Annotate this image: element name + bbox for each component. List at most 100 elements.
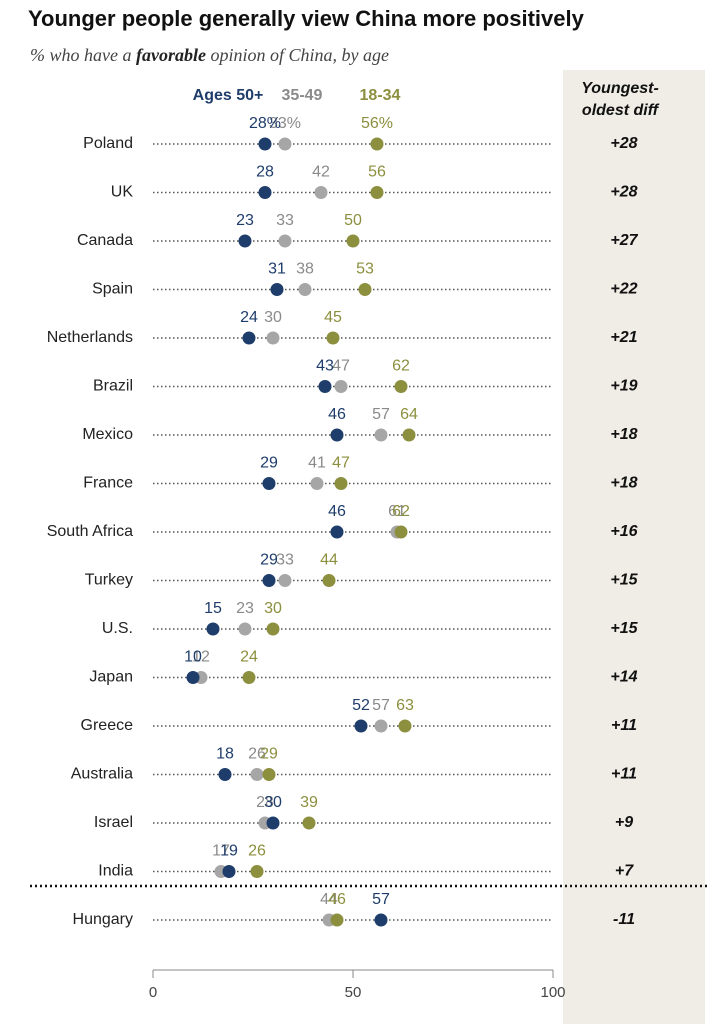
value-label: 45 [324, 309, 342, 326]
dot [218, 768, 232, 781]
value-label: 29 [260, 552, 278, 569]
value-label: 44 [320, 891, 338, 908]
value-label: 17 [212, 843, 230, 860]
diff-value: +15 [610, 572, 638, 589]
dot [278, 574, 292, 587]
dot [222, 865, 236, 878]
dot [322, 574, 336, 587]
value-label: 64 [400, 406, 418, 423]
dot [310, 477, 324, 490]
country-label: Australia [71, 766, 133, 783]
dot [258, 137, 272, 151]
diff-value: +22 [610, 281, 637, 298]
value-label: 19 [220, 843, 238, 860]
value-label: 47 [332, 455, 350, 472]
diff-value: +19 [610, 378, 637, 395]
value-label: 57 [372, 891, 390, 908]
diff-value: +16 [610, 523, 637, 540]
value-label: 50 [344, 212, 362, 229]
x-tick-label: 0 [149, 984, 157, 1001]
country-label: Spain [92, 281, 133, 298]
dot [206, 622, 220, 636]
dot [258, 186, 272, 199]
diff-value: +7 [615, 863, 634, 880]
diff-value: +11 [611, 766, 637, 783]
country-label: France [83, 475, 133, 492]
dot [242, 671, 256, 684]
subtitle-part: opinion of China, by age [206, 45, 389, 65]
value-label: 15 [204, 600, 222, 617]
value-label: 10 [184, 649, 202, 666]
value-label: 46 [328, 406, 346, 423]
value-label: 30 [264, 600, 282, 617]
legend-label: 35-49 [282, 87, 323, 104]
country-label: Japan [89, 669, 133, 686]
dot [330, 913, 344, 927]
dot [262, 574, 276, 587]
diff-value: +28 [610, 184, 637, 201]
value-label: 53 [356, 261, 374, 278]
country-label: UK [111, 184, 134, 201]
value-label: 56% [361, 115, 393, 132]
country-label: South Africa [47, 523, 133, 540]
value-label: 63 [396, 697, 414, 714]
diff-value: +28 [610, 135, 637, 152]
diff-value: +11 [611, 717, 637, 734]
value-label: 30 [264, 794, 282, 811]
value-label: 24 [240, 309, 258, 326]
value-label: 12 [192, 649, 210, 666]
value-label: 38 [296, 261, 314, 278]
dot [318, 380, 332, 393]
value-label: 28 [256, 164, 274, 181]
dot [298, 283, 312, 296]
chart-title: Younger people generally view China more… [28, 6, 585, 31]
x-tick-label: 100 [540, 984, 565, 1001]
subtitle-part: favorable [136, 45, 206, 65]
value-label: 56 [368, 164, 386, 181]
value-label: 24 [240, 649, 258, 666]
diff-value: +21 [610, 329, 637, 346]
value-label: 33 [276, 552, 294, 569]
dot [302, 816, 316, 830]
dot [250, 865, 264, 878]
dot [374, 913, 388, 927]
dot [394, 525, 408, 539]
value-label: 52 [352, 697, 370, 714]
legend-label: Ages 50+ [193, 87, 264, 104]
value-label: 33% [269, 115, 301, 132]
value-label: 42 [312, 164, 330, 181]
dot [238, 234, 252, 248]
dot [354, 719, 368, 733]
dot [266, 816, 280, 830]
subtitle-part: % who have a [30, 45, 136, 65]
value-label: 26 [248, 843, 266, 860]
value-label: 41 [308, 455, 326, 472]
country-label: Canada [77, 232, 133, 249]
dot [334, 477, 348, 490]
diff-value: -11 [613, 911, 635, 928]
country-label: Hungary [73, 911, 133, 928]
dot [266, 622, 280, 636]
dot [370, 186, 384, 199]
value-label: 47 [332, 358, 350, 375]
value-label: 30 [264, 309, 282, 326]
value-label: 39 [300, 794, 318, 811]
dot [330, 525, 344, 539]
dot [358, 283, 372, 296]
value-label: 33 [276, 212, 294, 229]
diff-value: +15 [610, 620, 638, 637]
diff-value: +18 [610, 475, 637, 492]
value-label: 46 [328, 503, 346, 520]
dot [334, 380, 348, 393]
value-label: 44 [320, 552, 338, 569]
dot [242, 331, 256, 345]
dot [326, 331, 340, 345]
value-label: 28% [249, 115, 281, 132]
dot [270, 283, 284, 296]
dot [262, 477, 276, 490]
dot [402, 428, 416, 442]
country-label: U.S. [102, 620, 133, 637]
country-label: Poland [83, 135, 133, 152]
dot [370, 137, 384, 151]
dot [278, 137, 292, 151]
